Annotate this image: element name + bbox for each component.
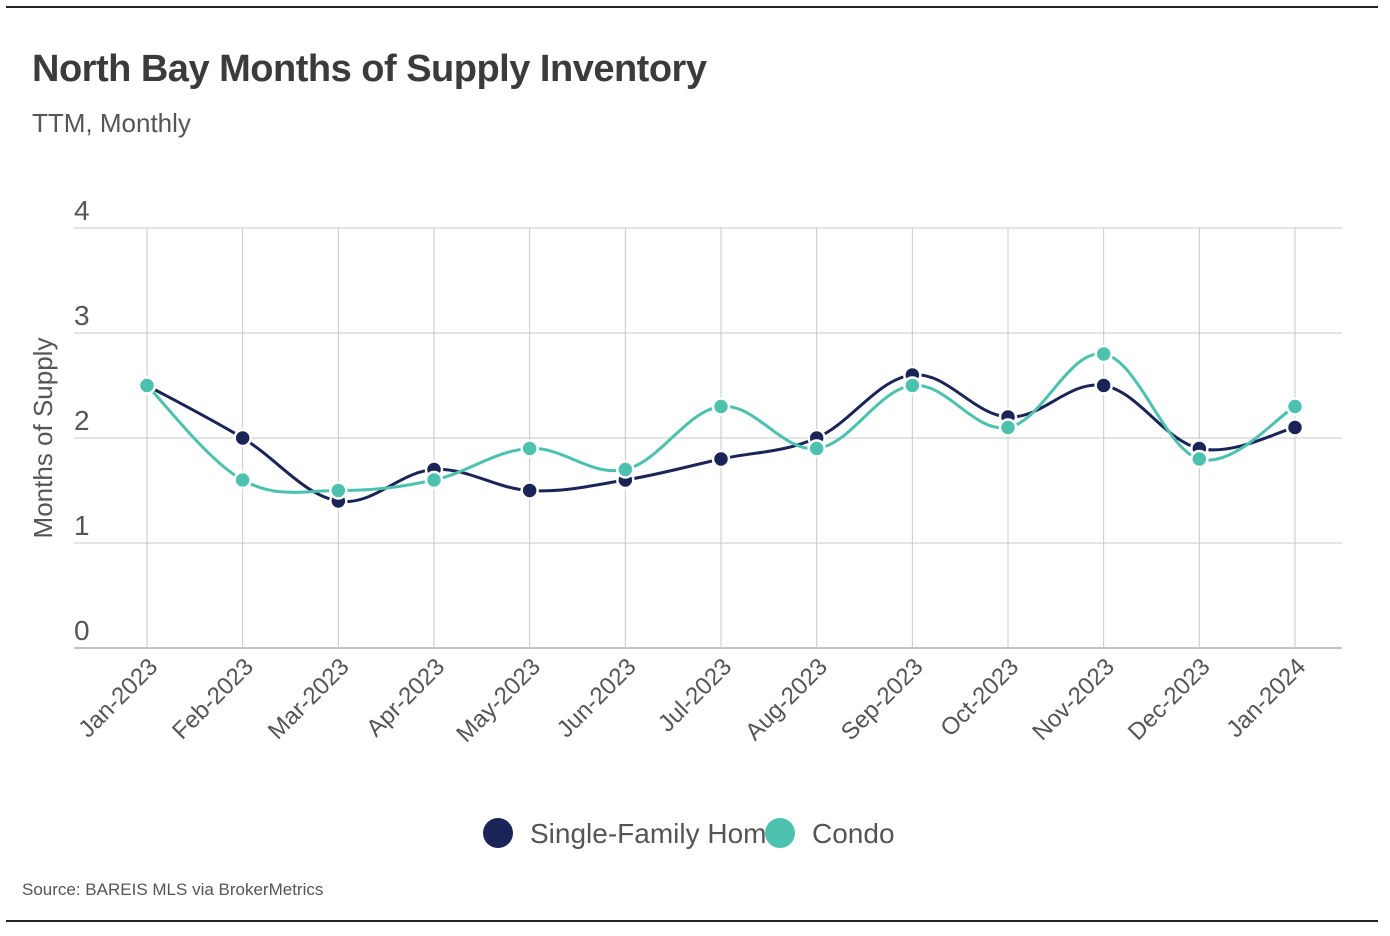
data-point — [520, 439, 539, 458]
legend-marker — [765, 818, 795, 848]
x-tick-label: Jul-2023 — [653, 653, 737, 737]
data-point — [807, 439, 826, 458]
legend-label: Condo — [812, 818, 895, 849]
chart-subtitle: TTM, Monthly — [32, 108, 191, 138]
y-axis-ticks: 0 1 2 3 4 — [74, 195, 90, 646]
data-point — [1094, 344, 1113, 364]
x-tick-label: Jun-2023 — [552, 653, 642, 743]
y-tick-label: 4 — [74, 195, 90, 226]
legend-label: Single-Family Home — [530, 818, 782, 849]
x-tick-label: Oct-2023 — [935, 653, 1024, 742]
data-point — [1094, 376, 1113, 395]
data-point — [520, 481, 539, 500]
x-tick-label: Jan-2023 — [73, 653, 163, 743]
data-point — [137, 376, 157, 395]
legend-marker — [483, 818, 513, 848]
x-tick-label: Jan-2024 — [1221, 653, 1311, 743]
top-rule — [6, 6, 1378, 8]
series — [137, 344, 1305, 511]
x-tick-label: Feb-2023 — [167, 653, 259, 745]
y-tick-label: 0 — [74, 615, 90, 646]
data-point — [233, 428, 252, 448]
data-point — [1190, 449, 1209, 469]
y-tick-label: 1 — [74, 510, 90, 541]
x-tick-label: May-2023 — [451, 653, 546, 748]
data-point — [903, 376, 922, 395]
y-axis-label: Months of Supply — [28, 338, 58, 539]
x-tick-label: Aug-2023 — [740, 653, 833, 746]
data-point — [233, 470, 252, 490]
x-tick-label: Apr-2023 — [361, 653, 450, 742]
y-tick-label: 3 — [74, 300, 90, 331]
data-point — [1285, 418, 1305, 437]
x-tick-label: Sep-2023 — [836, 653, 929, 746]
data-point — [616, 460, 635, 479]
x-axis-ticks: Jan-2023 Feb-2023 Mar-2023 Apr-2023 May-2023… — [73, 653, 1311, 748]
data-point — [998, 418, 1018, 437]
legend: Single-Family Home Condo — [483, 818, 895, 849]
data-point — [329, 481, 348, 500]
chart-title: North Bay Months of Supply Inventory — [32, 48, 707, 90]
data-point — [711, 449, 731, 469]
x-tick-label: Dec-2023 — [1123, 653, 1216, 746]
data-point — [711, 397, 731, 416]
x-tick-label: Mar-2023 — [263, 653, 355, 745]
y-tick-label: 2 — [74, 405, 90, 436]
grid — [74, 227, 1342, 649]
source-note: Source: BAREIS MLS via BrokerMetrics — [22, 880, 324, 899]
data-point — [1285, 397, 1305, 416]
data-point — [424, 470, 444, 490]
bottom-rule — [6, 920, 1378, 922]
x-tick-label: Nov-2023 — [1027, 653, 1120, 746]
